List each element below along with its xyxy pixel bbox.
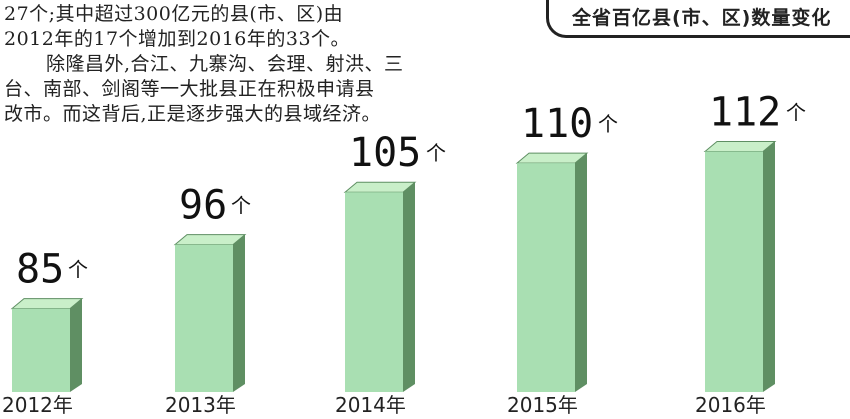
bar xyxy=(175,244,233,392)
bar xyxy=(705,151,763,392)
article-paragraph: 27个;其中超过300亿元的县(市、区)由 2012年的17个增加到2016年的… xyxy=(4,2,424,127)
paragraph-line: 改市。而这背后,正是逐步强大的县域经济。 xyxy=(4,103,382,125)
data-label-unit: 个 xyxy=(786,100,806,124)
title-frame xyxy=(546,0,850,38)
x-tick-label: 2014年 xyxy=(335,393,406,417)
data-label-unit: 个 xyxy=(231,194,251,218)
data-label-unit: 个 xyxy=(598,112,618,136)
bar-side xyxy=(763,141,775,392)
bar xyxy=(12,308,70,392)
data-label: 96 xyxy=(179,183,227,229)
bar-side xyxy=(575,153,587,392)
data-label: 105 xyxy=(349,130,421,176)
data-label: 112 xyxy=(709,89,781,135)
data-label-unit: 个 xyxy=(426,141,446,165)
bar-top xyxy=(173,234,247,246)
bar-top xyxy=(703,140,777,152)
bar xyxy=(345,192,403,392)
chart-title: 全省百亿县(市、区)数量变化 xyxy=(572,7,832,29)
bar xyxy=(517,163,575,392)
x-tick-label: 2012年 xyxy=(2,393,73,417)
bar-top xyxy=(343,181,417,193)
paragraph-line: 除隆昌外,合江、九寨沟、会理、射洪、三 xyxy=(46,53,404,75)
x-tick-label: 2016年 xyxy=(695,393,766,417)
data-label: 85 xyxy=(16,247,64,293)
data-label: 110 xyxy=(521,101,593,147)
bar-side xyxy=(233,234,245,392)
x-tick-label: 2013年 xyxy=(165,393,236,417)
paragraph-line: 台、南部、剑阁等一大批县正在积极申请县 xyxy=(4,78,375,100)
paragraph-line: 27个;其中超过300亿元的县(市、区)由 xyxy=(4,3,344,25)
bar-top xyxy=(10,298,84,310)
paragraph-line: 2012年的17个增加到2016年的33个。 xyxy=(4,28,351,50)
bar-side xyxy=(70,298,82,392)
bar-side xyxy=(403,182,415,392)
data-label-unit: 个 xyxy=(68,258,88,282)
bar-top xyxy=(515,152,589,164)
x-tick-label: 2015年 xyxy=(507,393,578,417)
